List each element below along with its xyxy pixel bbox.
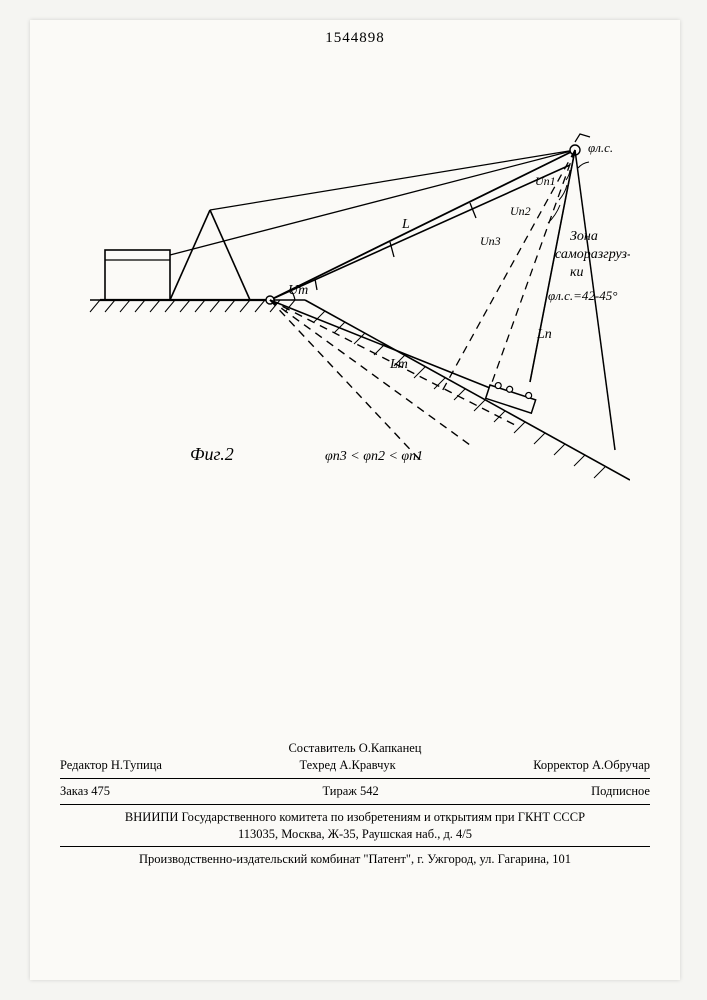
phi-lc-label: φл.с. [588,140,613,155]
subscription-line: Подписное [591,783,650,800]
techred-line: Техред А.Кравчук [299,757,395,774]
figure-label: Фиг.2 [190,444,234,464]
editor-line: Редактор Н.Тупица [60,757,162,774]
un1-label: Uп1 [535,174,556,188]
boom-length-label: L [401,217,410,232]
zone-label-2: саморазгруз- [555,247,630,262]
angle-spec: φл.с.=42-45° [548,288,617,303]
circulation-line: Тираж 542 [322,783,378,800]
page: 1544898 [30,20,680,980]
publisher-line: Производственно-издательский комбинат "П… [60,851,650,868]
divider-3 [60,846,650,847]
un2-label: Uп2 [510,204,531,218]
institute-line: ВНИИПИ Государственного комитета по изоб… [60,809,650,826]
corrector-line: Корректор А.Обручар [533,757,650,774]
inequality-label: φп3 < φп2 < φп1 [325,449,423,464]
compiler-line: Составитель О.Капканец [60,740,650,757]
address-line: 113035, Москва, Ж-35, Раушская наб., д. … [60,826,650,843]
divider-2 [60,804,650,805]
zone-label-3: ки [570,265,584,280]
order-line: Заказ 475 [60,783,110,800]
footer-block: Составитель О.Капканец Редактор Н.Тупица… [60,740,650,868]
un3-label: Uп3 [480,234,501,248]
divider-1 [60,778,650,779]
ut-label: Uт [288,283,308,298]
lt-label: Lт [389,357,408,372]
patent-number: 1544898 [325,30,385,47]
zone-label-1: Зона [570,229,598,244]
figure-diagram: Uт L Lт Lп Uп1 Uп2 Uп3 φл.с. [70,90,630,510]
